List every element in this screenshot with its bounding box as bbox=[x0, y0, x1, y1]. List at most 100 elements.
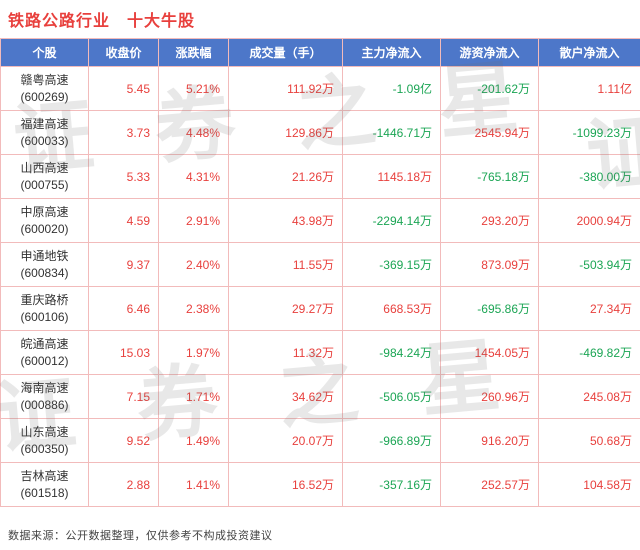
column-header: 主力净流入 bbox=[342, 38, 441, 67]
cell-close: 2.88 bbox=[88, 462, 159, 507]
cell-change: 1.49% bbox=[158, 418, 229, 463]
table-body: 赣粤高速 (600269) 5.45 5.21% 111.92万 -1.09亿 -201.6… bbox=[0, 66, 640, 507]
cell-close: 6.46 bbox=[88, 286, 159, 331]
column-header: 涨跌幅 bbox=[158, 38, 229, 67]
cell-change: 1.71% bbox=[158, 374, 229, 419]
cell-change: 4.48% bbox=[158, 110, 229, 155]
cell-main-inflow: -506.05万 bbox=[342, 374, 441, 419]
stock-row: 山东高速 (600350) 9.52 1.49% 20.07万 -966.89万 916.2… bbox=[0, 418, 640, 463]
stock-name: 皖通高速 bbox=[20, 336, 69, 351]
stock-name-cell: 海南高速 (000886) bbox=[0, 374, 89, 419]
cell-close: 5.33 bbox=[88, 154, 159, 199]
stock-name: 吉林高速 bbox=[20, 468, 69, 483]
cell-close: 4.59 bbox=[88, 198, 159, 243]
cell-main-inflow: -357.16万 bbox=[342, 462, 441, 507]
stock-name: 赣粤高速 bbox=[20, 72, 69, 87]
stock-name-cell: 申通地铁 (600834) bbox=[0, 242, 89, 287]
cell-retail-inflow: 27.34万 bbox=[538, 286, 640, 331]
stock-code: (000755) bbox=[20, 177, 69, 192]
cell-hot-money-inflow: 260.96万 bbox=[440, 374, 539, 419]
cell-retail-inflow: 1.11亿 bbox=[538, 66, 640, 111]
cell-retail-inflow: -503.94万 bbox=[538, 242, 640, 287]
cell-volume: 34.62万 bbox=[228, 374, 343, 419]
stock-row: 吉林高速 (601518) 2.88 1.41% 16.52万 -357.16万 252.5… bbox=[0, 462, 640, 507]
cell-hot-money-inflow: 873.09万 bbox=[440, 242, 539, 287]
stock-name: 海南高速 bbox=[20, 380, 69, 395]
stock-code: (600106) bbox=[20, 309, 69, 324]
cell-hot-money-inflow: -765.18万 bbox=[440, 154, 539, 199]
cell-retail-inflow: 104.58万 bbox=[538, 462, 640, 507]
cell-hot-money-inflow: 293.20万 bbox=[440, 198, 539, 243]
stock-name-cell: 山东高速 (600350) bbox=[0, 418, 89, 463]
cell-change: 4.31% bbox=[158, 154, 229, 199]
cell-volume: 20.07万 bbox=[228, 418, 343, 463]
cell-close: 5.45 bbox=[88, 66, 159, 111]
cell-main-inflow: -369.15万 bbox=[342, 242, 441, 287]
cell-hot-money-inflow: 2545.94万 bbox=[440, 110, 539, 155]
column-header: 游资净流入 bbox=[440, 38, 539, 67]
stock-row: 申通地铁 (600834) 9.37 2.40% 11.55万 -369.15万 873.0… bbox=[0, 242, 640, 287]
stock-name-cell: 重庆路桥 (600106) bbox=[0, 286, 89, 331]
cell-hot-money-inflow: -201.62万 bbox=[440, 66, 539, 111]
cell-retail-inflow: -1099.23万 bbox=[538, 110, 640, 155]
stock-code: (601518) bbox=[20, 485, 69, 500]
data-source-note: 数据来源：公开数据整理，仅供参考不构成投资建议 bbox=[8, 530, 273, 542]
cell-volume: 129.86万 bbox=[228, 110, 343, 155]
cell-volume: 43.98万 bbox=[228, 198, 343, 243]
stock-row: 皖通高速 (600012) 15.03 1.97% 11.32万 -984.24万 1454… bbox=[0, 330, 640, 375]
cell-change: 2.38% bbox=[158, 286, 229, 331]
cell-retail-inflow: 50.68万 bbox=[538, 418, 640, 463]
column-header: 成交量（手） bbox=[228, 38, 343, 67]
stock-code: (600033) bbox=[20, 133, 69, 148]
cell-change: 2.40% bbox=[158, 242, 229, 287]
stock-name: 重庆路桥 bbox=[20, 292, 69, 307]
cell-retail-inflow: -469.82万 bbox=[538, 330, 640, 375]
stock-code: (600269) bbox=[20, 89, 69, 104]
cell-volume: 16.52万 bbox=[228, 462, 343, 507]
column-header: 个股 bbox=[0, 38, 89, 67]
stock-name-cell: 山西高速 (000755) bbox=[0, 154, 89, 199]
header-row: 个股 收盘价 涨跌幅 成交量（手） 主力净流入 游资净流入 散户净流入 bbox=[0, 38, 640, 67]
cell-retail-inflow: 2000.94万 bbox=[538, 198, 640, 243]
cell-volume: 11.55万 bbox=[228, 242, 343, 287]
stock-name: 申通地铁 bbox=[20, 248, 69, 263]
cell-main-inflow: 1145.18万 bbox=[342, 154, 441, 199]
cell-main-inflow: -2294.14万 bbox=[342, 198, 441, 243]
cell-hot-money-inflow: -695.86万 bbox=[440, 286, 539, 331]
stock-code: (600350) bbox=[20, 441, 69, 456]
stock-name-cell: 赣粤高速 (600269) bbox=[0, 66, 89, 111]
stock-name-cell: 吉林高速 (601518) bbox=[0, 462, 89, 507]
stock-code: (600834) bbox=[20, 265, 69, 280]
cell-volume: 21.26万 bbox=[228, 154, 343, 199]
stock-code: (600020) bbox=[20, 221, 69, 236]
cell-retail-inflow: -380.00万 bbox=[538, 154, 640, 199]
cell-close: 3.73 bbox=[88, 110, 159, 155]
stock-name: 山东高速 bbox=[20, 424, 69, 439]
cell-change: 1.97% bbox=[158, 330, 229, 375]
cell-change: 1.41% bbox=[158, 462, 229, 507]
cell-main-inflow: 668.53万 bbox=[342, 286, 441, 331]
page-title: 铁路公路行业 十大牛股 bbox=[8, 13, 196, 30]
stock-code: (000886) bbox=[20, 397, 69, 412]
stock-row: 山西高速 (000755) 5.33 4.31% 21.26万 1145.18万 -765.… bbox=[0, 154, 640, 199]
cell-volume: 29.27万 bbox=[228, 286, 343, 331]
stock-name: 山西高速 bbox=[20, 160, 69, 175]
cell-main-inflow: -1446.71万 bbox=[342, 110, 441, 155]
cell-change: 2.91% bbox=[158, 198, 229, 243]
cell-main-inflow: -1.09亿 bbox=[342, 66, 441, 111]
cell-close: 9.52 bbox=[88, 418, 159, 463]
cell-retail-inflow: 245.08万 bbox=[538, 374, 640, 419]
column-header: 收盘价 bbox=[88, 38, 159, 67]
cell-hot-money-inflow: 916.20万 bbox=[440, 418, 539, 463]
cell-hot-money-inflow: 252.57万 bbox=[440, 462, 539, 507]
cell-hot-money-inflow: 1454.05万 bbox=[440, 330, 539, 375]
cell-close: 9.37 bbox=[88, 242, 159, 287]
column-header: 散户净流入 bbox=[538, 38, 640, 67]
cell-main-inflow: -966.89万 bbox=[342, 418, 441, 463]
cell-main-inflow: -984.24万 bbox=[342, 330, 441, 375]
stock-row: 赣粤高速 (600269) 5.45 5.21% 111.92万 -1.09亿 -201.6… bbox=[0, 66, 640, 111]
stock-row: 海南高速 (000886) 7.15 1.71% 34.62万 -506.05万 260.9… bbox=[0, 374, 640, 419]
stock-code: (600012) bbox=[20, 353, 69, 368]
stock-name-cell: 福建高速 (600033) bbox=[0, 110, 89, 155]
